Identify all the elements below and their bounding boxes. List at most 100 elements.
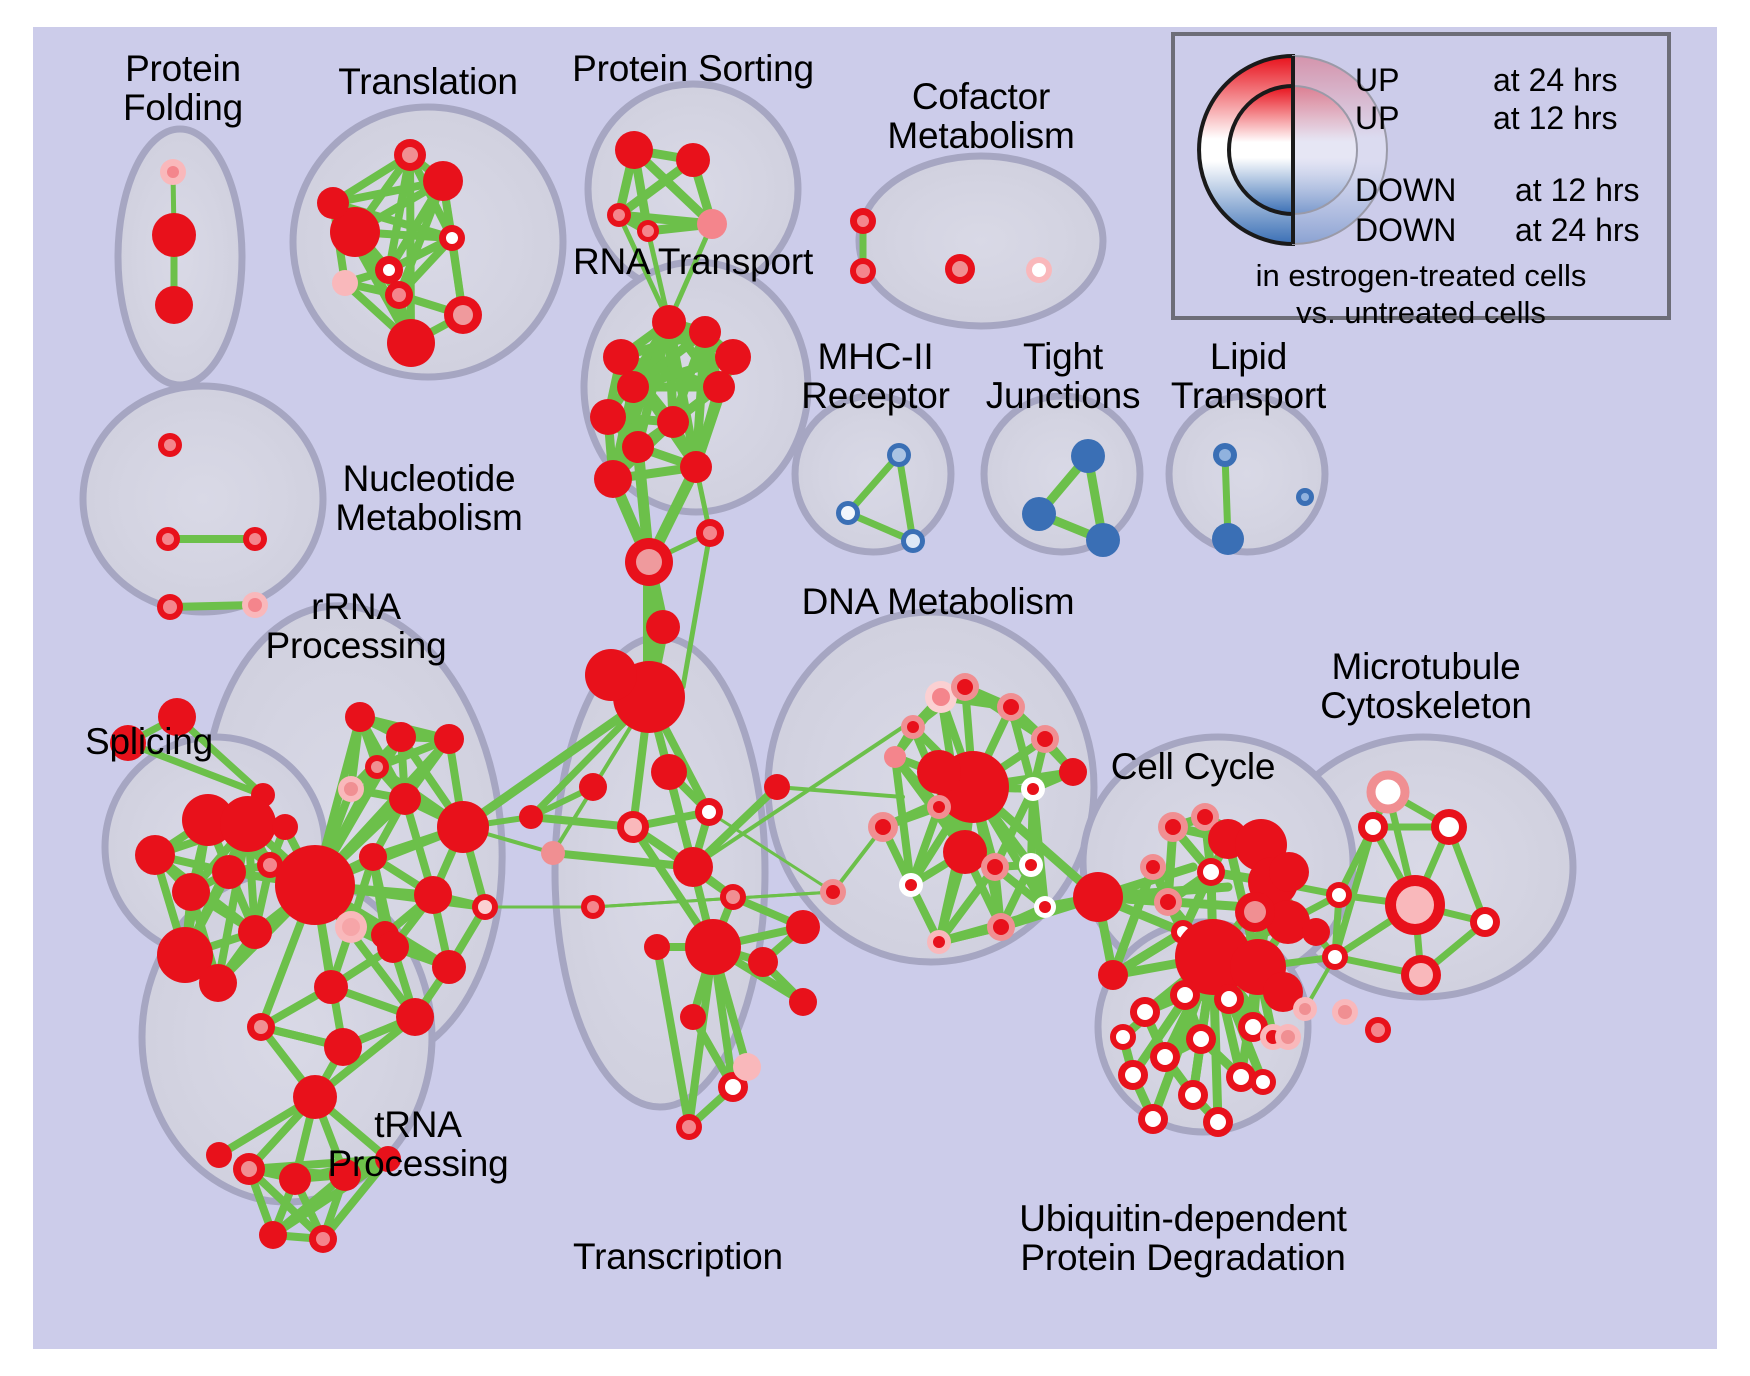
node [590,399,626,435]
legend-time-3: at 24 hrs [1515,212,1640,248]
node [841,506,855,520]
node [613,209,625,221]
node [1116,1030,1130,1044]
node [617,371,649,403]
node [1203,864,1219,880]
node [680,451,712,483]
label-nucleotide-metabolism: Nucleotide Metabolism [335,458,523,539]
node [423,161,463,201]
node [279,1163,311,1195]
node [1302,918,1330,946]
node [1371,775,1405,809]
label-microtubule-cytoskeleton: Microtubule Cytoskeleton [1320,646,1532,727]
node [160,159,186,185]
node [402,147,418,163]
node [386,722,416,752]
node [1477,914,1493,930]
node [1263,972,1303,1012]
node [892,448,906,462]
node [1301,493,1309,501]
legend-state-3: DOWN [1355,212,1457,248]
legend-panel: UP at 24 hrs UP at 12 hrs DOWN at 12 hrs… [1171,32,1671,330]
blob-mhc [791,392,955,556]
legend-footer: in estrogen-treated cells vs. untreated … [1255,258,1587,330]
legend-state-0: UP [1355,62,1400,98]
node [330,207,380,257]
node [905,879,917,891]
legend-time-1: at 12 hrs [1493,100,1618,136]
node [1157,1049,1173,1065]
node [1145,1111,1161,1127]
node [697,209,727,239]
node [314,970,348,1004]
node [172,873,210,911]
node [478,900,492,914]
label-rna-transport: RNA Transport [572,241,814,282]
legend-time-2: at 12 hrs [1515,172,1640,208]
node [432,950,466,984]
node [933,936,945,948]
node [1193,1031,1209,1047]
node [587,901,599,913]
node [715,339,751,375]
label-translation: Translation [338,61,518,102]
label-tight-junctions: Tight Junctions [985,336,1141,417]
node [685,919,741,975]
node [1365,819,1381,835]
node [1233,1069,1249,1085]
node [907,721,919,733]
node [1256,1075,1270,1089]
node [1245,1019,1261,1035]
node [1160,894,1176,910]
node [932,688,950,706]
label-dna-metabolism: DNA Metabolism [801,581,1075,622]
node [1269,852,1309,892]
node [624,818,642,836]
node [1177,987,1193,1003]
node [1366,770,1410,814]
node [875,819,891,835]
node [943,830,987,874]
blob-tight [980,392,1144,556]
node [702,805,716,819]
node [1059,758,1087,786]
node [726,890,740,904]
node [676,143,710,177]
node [272,814,298,840]
node [329,1159,361,1191]
node [317,187,349,219]
node [1137,1004,1153,1020]
node [1396,886,1434,924]
node [579,773,607,801]
node [1221,991,1237,1007]
node [585,649,637,701]
node [371,761,383,773]
node [615,131,653,169]
node [375,1146,401,1172]
node [789,988,817,1016]
node [1032,263,1046,277]
node [682,1120,696,1134]
node [1003,699,1019,715]
node [414,876,452,914]
node [275,845,355,925]
node [220,796,276,852]
node [652,305,686,339]
node [263,858,277,872]
node [1299,1003,1311,1015]
node [1266,900,1310,944]
node [733,1053,761,1081]
node [254,1020,268,1034]
node [952,261,968,277]
label-cofactor-metabolism: Cofactor Metabolism [887,76,1075,157]
blob-nucleotide [79,382,327,616]
node [1165,819,1181,835]
label-splicing: Splicing [85,721,213,762]
node [446,232,458,244]
label-trna-processing: tRNA Processing [327,1104,509,1185]
node [342,918,360,936]
node [1185,1087,1201,1103]
node [644,934,670,960]
blob-translation [289,103,567,381]
node [519,805,543,829]
